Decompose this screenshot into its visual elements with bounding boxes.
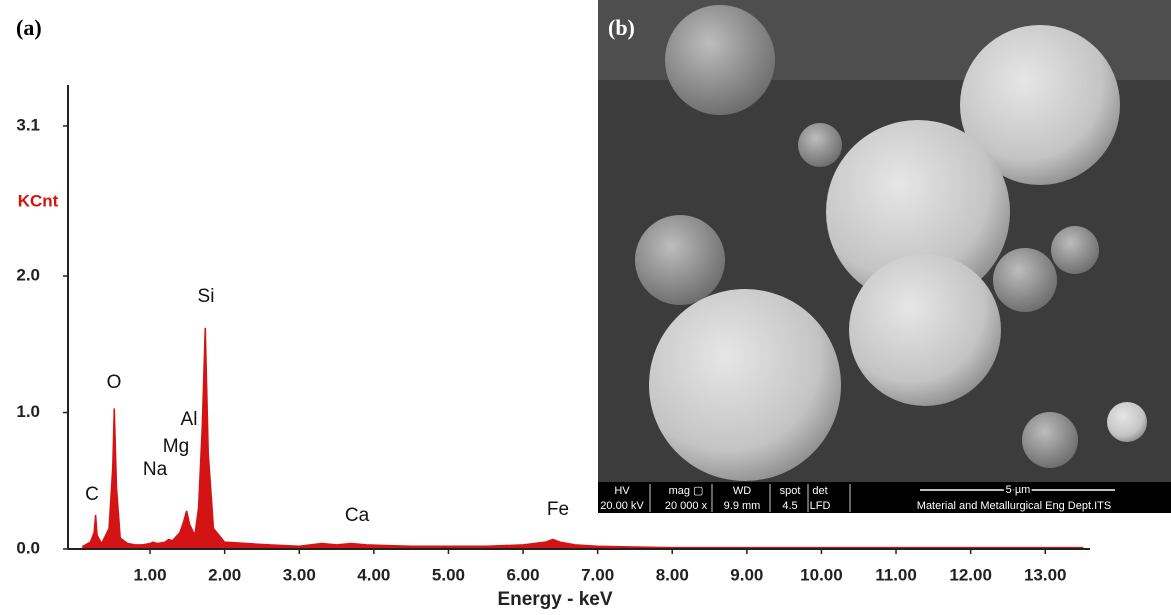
y-tick-label: 1.0 xyxy=(16,402,40,421)
sem-value: 20.00 kV xyxy=(600,500,644,512)
scale-label: 5 µm xyxy=(1006,484,1031,496)
sem-header: WD xyxy=(733,485,751,497)
particle xyxy=(960,25,1120,185)
x-tick-label: 7.00 xyxy=(581,565,614,584)
x-tick-label: 5.00 xyxy=(432,565,465,584)
x-tick-label: 2.00 xyxy=(208,565,241,584)
particle xyxy=(849,254,1001,406)
particle xyxy=(1051,226,1099,274)
x-tick-label: 9.00 xyxy=(730,565,763,584)
x-tick-label: 6.00 xyxy=(507,565,540,584)
particle xyxy=(826,120,1010,304)
y-tick-label: 2.0 xyxy=(16,266,40,285)
particle xyxy=(1022,412,1078,468)
peak-label: Si xyxy=(198,286,215,307)
peak-label: Fe xyxy=(547,499,569,520)
particle xyxy=(665,5,775,115)
x-tick-label: 4.00 xyxy=(357,565,390,584)
lab-label: Material and Metallurgical Eng Dept.ITS xyxy=(917,500,1111,512)
x-tick-label: 10.00 xyxy=(800,565,843,584)
particle xyxy=(993,248,1057,312)
sem-header: mag ▢ xyxy=(669,485,704,497)
sem-value: 4.5 xyxy=(782,500,797,512)
sem-header: spot xyxy=(780,485,801,497)
y-tick-label: 0.0 xyxy=(16,538,40,557)
panel-label: (b) xyxy=(608,15,635,40)
peak-label: Al xyxy=(181,409,198,430)
sem-header: HV xyxy=(614,485,630,497)
particle xyxy=(1107,402,1147,442)
sem-header: det xyxy=(812,485,827,497)
x-tick-label: 12.00 xyxy=(949,565,992,584)
x-tick-label: 1.00 xyxy=(134,565,167,584)
sem-info-bar xyxy=(598,482,1171,513)
peak-label: Na xyxy=(143,459,168,480)
y-axis-label: KCnt xyxy=(18,191,59,210)
peak-label: Mg xyxy=(163,436,189,457)
sem-value: 20 000 x xyxy=(665,500,708,512)
particle xyxy=(798,123,842,167)
particle xyxy=(635,215,725,305)
spectrum xyxy=(82,327,1084,550)
x-tick-label: 8.00 xyxy=(656,565,689,584)
x-tick-label: 13.00 xyxy=(1024,565,1067,584)
sem-value: 9.9 mm xyxy=(724,500,761,512)
panel-label: (a) xyxy=(16,15,42,40)
peak-label: C xyxy=(85,484,99,505)
peak-label: Ca xyxy=(345,505,370,526)
peak-label: O xyxy=(107,372,122,393)
y-tick-label: 3.1 xyxy=(16,115,40,134)
sem-image: 5 µm Material and Metallurgical Eng Dept… xyxy=(598,0,1171,513)
particle xyxy=(649,289,841,481)
sem-value: LFD xyxy=(810,500,831,512)
x-tick-label: 3.00 xyxy=(283,565,316,584)
x-axis-label: Energy - keV xyxy=(497,589,612,610)
x-tick-label: 11.00 xyxy=(875,565,917,584)
